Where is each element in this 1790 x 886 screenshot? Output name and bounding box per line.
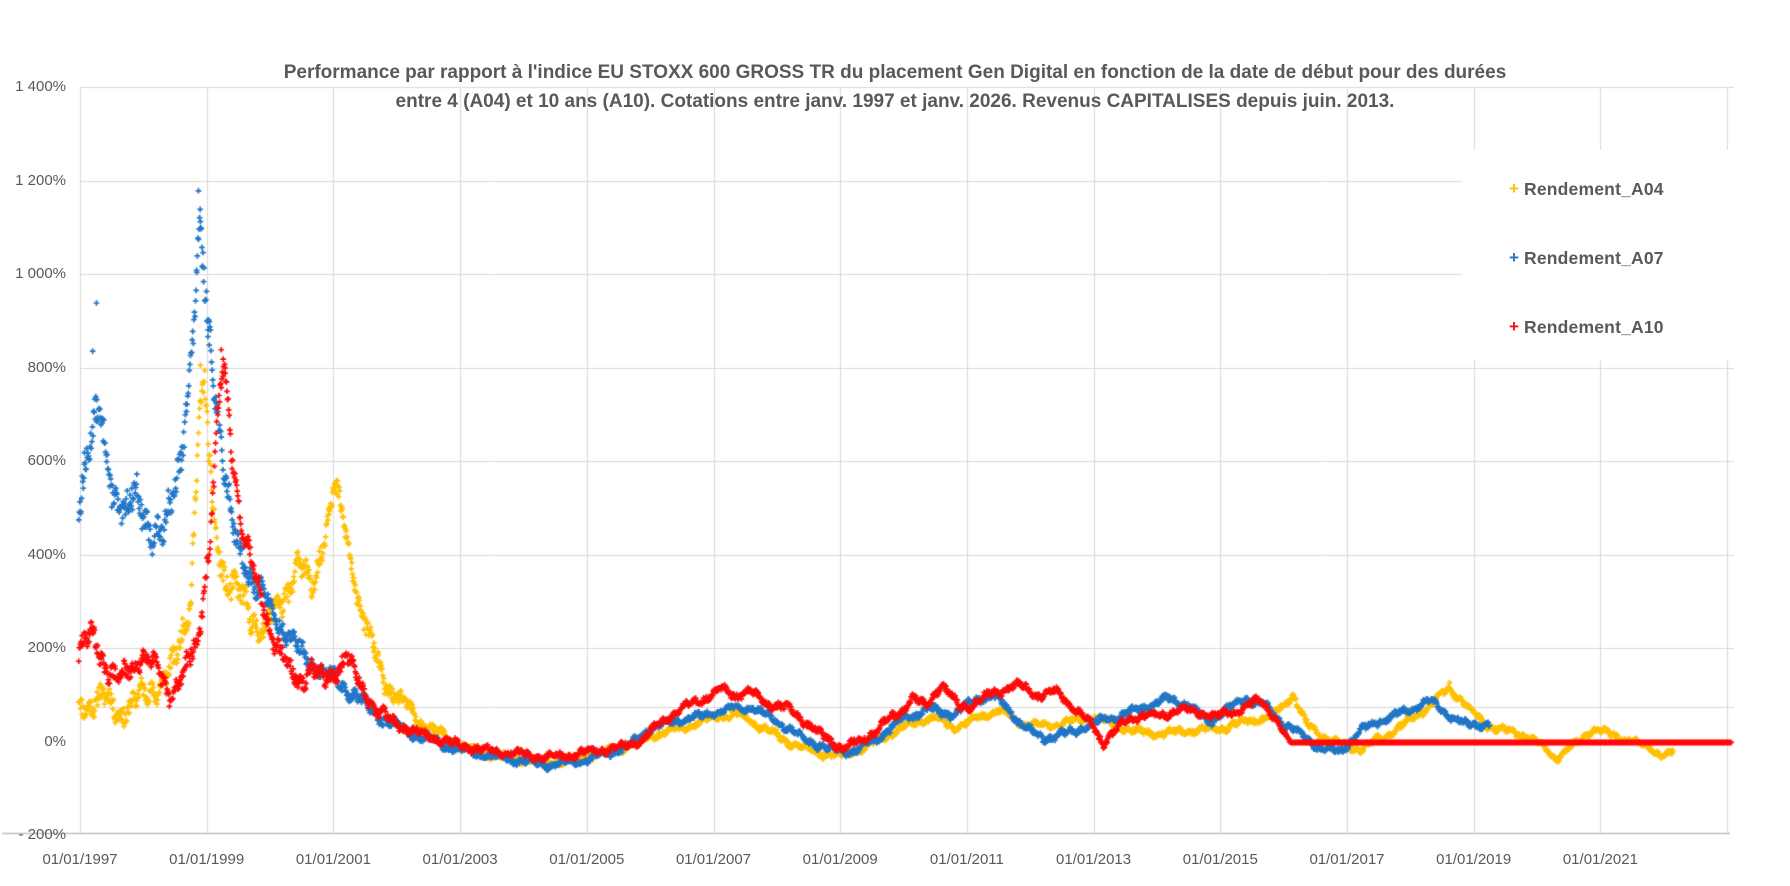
x-tick-label: 01/01/2013 (1056, 851, 1132, 868)
legend-item-rendement-a07[interactable]: + Rendement_A07 (1462, 245, 1734, 271)
x-tick-label: 01/01/2017 (1309, 851, 1385, 868)
x-tick-label: 01/01/1997 (42, 851, 118, 868)
plus-marker-icon: + (1509, 179, 1519, 198)
legend-item-rendement-a10[interactable]: + Rendement_A10 (1462, 314, 1734, 340)
chart-legend: + Rendement_A04 + Rendement_A07 + Rendem… (1462, 150, 1734, 360)
y-tick-label: 0% (44, 732, 66, 750)
y-tick-label: 200% (27, 639, 66, 656)
x-tick-label: 01/01/2021 (1562, 851, 1638, 868)
x-tick-label: 01/01/2019 (1436, 851, 1512, 868)
legend-label: Rendement_A04 (1524, 178, 1664, 199)
y-tick-label: 1 000% (15, 265, 66, 282)
y-tick-label: 800% (27, 358, 66, 376)
y-tick-label: 400% (27, 545, 66, 563)
y-tick-label: - 200% (18, 826, 66, 843)
y-tick-label: 1 200% (15, 171, 66, 189)
x-tick-label: 01/01/2005 (549, 851, 625, 868)
x-tick-label: 01/01/2007 (675, 851, 752, 868)
y-tick-label: 1 400% (15, 78, 66, 95)
plus-marker-icon: + (1509, 317, 1519, 336)
x-tick-label: 01/01/2003 (422, 851, 498, 868)
x-tick-label: 01/01/1999 (169, 851, 245, 868)
chart-title-line2: entre 4 (A04) et 10 ans (A10). Cotations… (395, 91, 1395, 112)
plus-marker-icon: + (1509, 248, 1519, 267)
x-tick-label: 01/01/2001 (295, 851, 371, 868)
legend-item-rendement-a04[interactable]: + Rendement_A04 (1462, 176, 1734, 202)
x-tick-label: 01/01/2015 (1182, 851, 1258, 868)
y-tick-label: 600% (27, 452, 66, 469)
x-tick-label: 01/01/2009 (802, 851, 878, 868)
x-tick-label: 01/01/2011 (929, 851, 1004, 868)
chart-title: Performance par rapport à l'indice EU ST… (0, 58, 1790, 116)
legend-label: Rendement_A10 (1524, 316, 1664, 337)
chart-title-line1: Performance par rapport à l'indice EU ST… (283, 62, 1507, 83)
legend-label: Rendement_A07 (1524, 247, 1664, 268)
